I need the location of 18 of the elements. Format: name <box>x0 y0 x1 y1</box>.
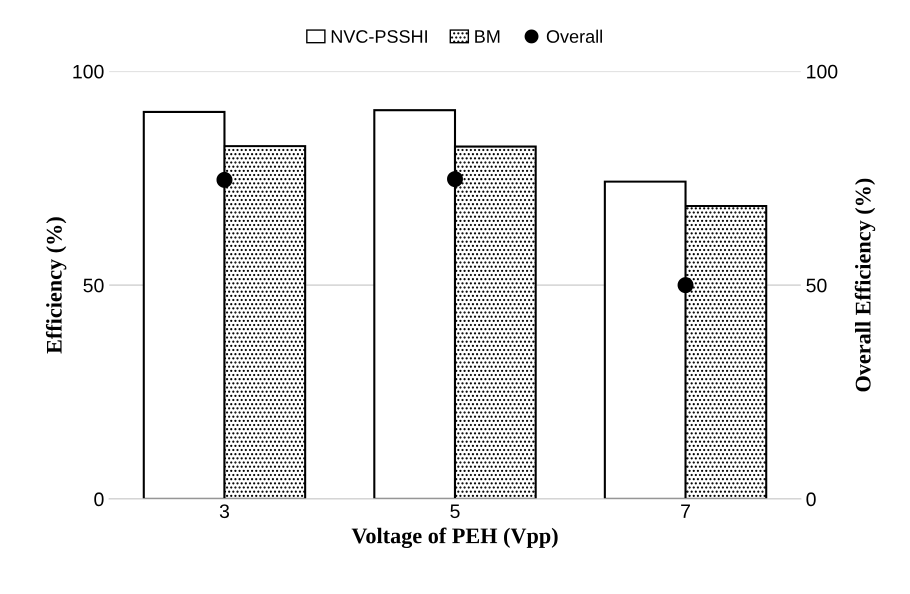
legend-label: BM <box>475 30 500 43</box>
y-tick-label: 0 <box>94 492 104 506</box>
y2-tick-label: 0 <box>806 492 816 506</box>
point <box>678 277 694 294</box>
y2-axis-title: Overall Efficiency (%) <box>854 178 876 392</box>
y-tick-label: 50 <box>83 278 104 292</box>
y-tick-label: 100 <box>73 64 104 79</box>
legend-label: Overall <box>546 30 602 43</box>
x-tick-label: 5 <box>450 504 460 518</box>
y-axis-title: Efficiency (%) <box>46 217 66 354</box>
legend-label: NVC-PSSHI <box>332 30 427 43</box>
point <box>447 171 463 188</box>
x-axis-title: Voltage of PEH (Vpp) <box>352 528 558 548</box>
y2-tick-label: 100 <box>807 64 838 79</box>
x-tick-label: 7 <box>681 504 690 518</box>
point <box>216 172 232 188</box>
x-tick-label: 3 <box>220 504 230 518</box>
y2-tick-label: 50 <box>806 278 827 292</box>
